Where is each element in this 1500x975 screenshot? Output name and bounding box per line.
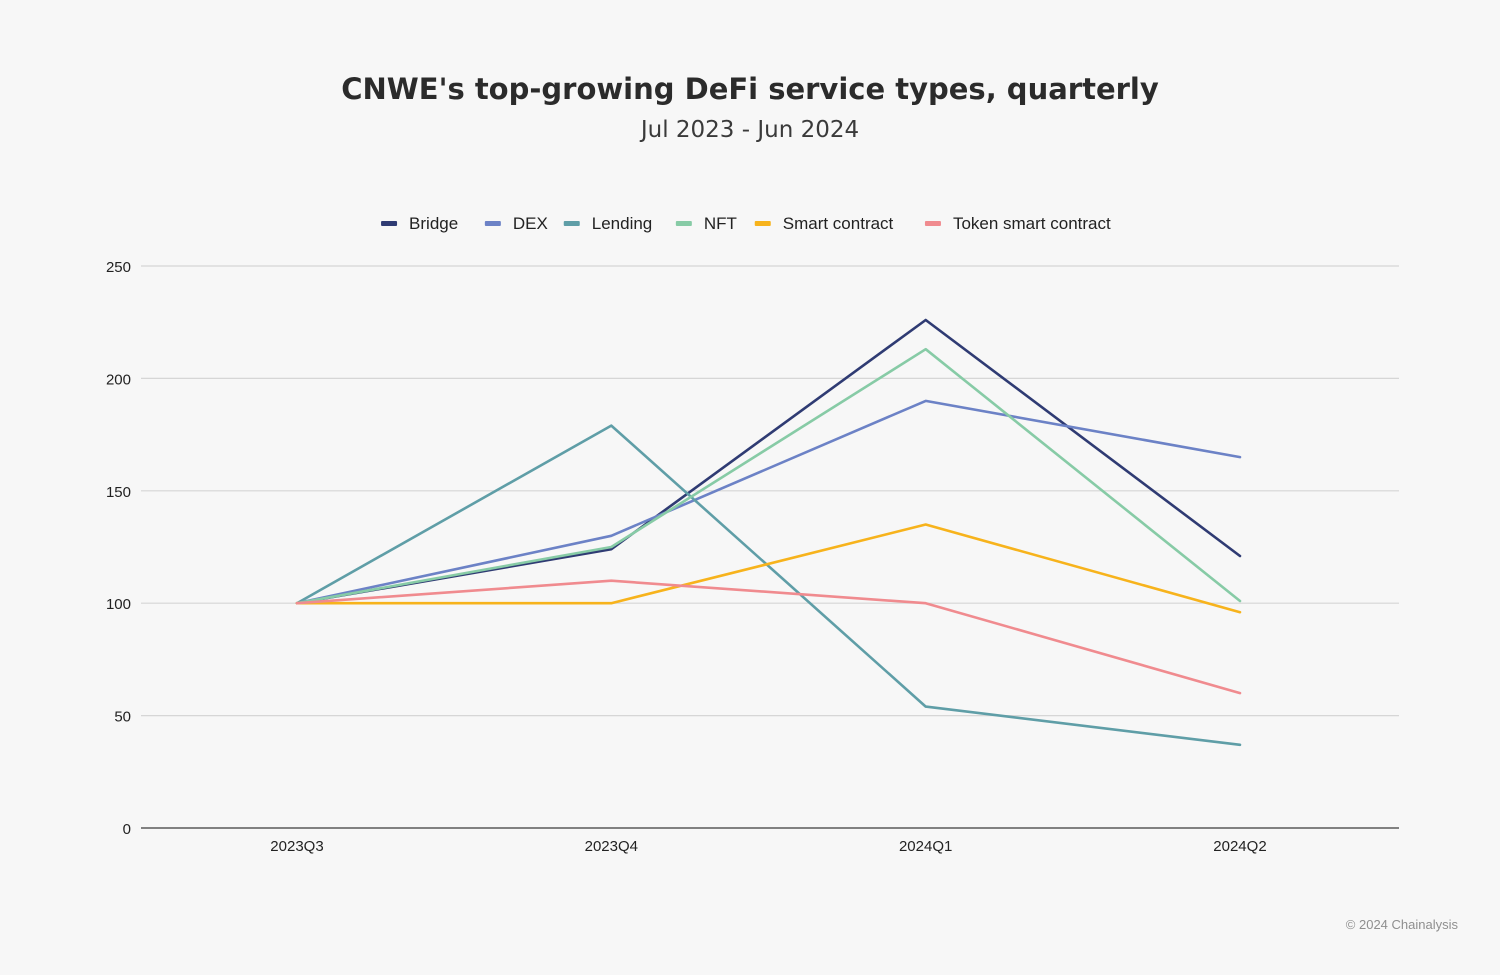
gridlines <box>141 265 1399 717</box>
y-tick-label: 50 <box>114 709 131 726</box>
x-axis: 2023Q3 2023Q4 2024Q1 2024Q2 <box>141 827 1399 855</box>
y-axis: 0 50 100 150 200 250 <box>106 259 131 838</box>
x-tick-label: 2024Q1 <box>899 838 952 855</box>
y-tick-label: 150 <box>106 484 131 501</box>
x-tick-label: 2024Q2 <box>1213 838 1266 855</box>
series-line-token-smart-contract <box>295 579 1242 695</box>
legend-item-nft: NFT <box>675 214 737 233</box>
legend-swatch <box>754 221 771 226</box>
series-lines <box>295 318 1242 747</box>
legend-label: NFT <box>704 214 737 233</box>
x-tick-label: 2023Q4 <box>585 838 638 855</box>
legend-item-token-smart-contract: Token smart contract <box>924 214 1111 233</box>
chart-title: CNWE's top-growing DeFi service types, q… <box>341 72 1159 106</box>
legend-item-lending: Lending <box>563 214 653 233</box>
legend-label: DEX <box>513 214 548 233</box>
legend-swatch <box>381 221 398 226</box>
legend-label: Smart contract <box>783 214 894 233</box>
legend-swatch <box>563 221 580 226</box>
legend-swatch <box>675 221 692 226</box>
legend-item-bridge: Bridge <box>381 214 458 233</box>
chart-subtitle: Jul 2023 - Jun 2024 <box>640 117 860 143</box>
y-tick-label: 200 <box>106 371 131 388</box>
legend-label: Token smart contract <box>953 214 1111 233</box>
y-tick-label: 0 <box>123 821 131 838</box>
legend-label: Lending <box>592 214 653 233</box>
legend: Bridge DEX Lending NFT Smart contract Token s… <box>381 214 1111 233</box>
series-line-nft <box>295 347 1242 605</box>
legend-swatch <box>484 221 501 226</box>
y-tick-label: 100 <box>106 596 131 613</box>
legend-label: Bridge <box>409 214 458 233</box>
series-line-bridge <box>295 318 1242 605</box>
legend-item-dex: DEX <box>484 214 548 233</box>
series-line-dex <box>295 399 1242 605</box>
x-tick-label: 2023Q3 <box>270 838 323 855</box>
series-line-smart-contract <box>295 523 1242 614</box>
y-tick-label: 250 <box>106 259 131 276</box>
copyright-credit: © 2024 Chainalysis <box>1345 917 1458 932</box>
legend-swatch <box>924 221 941 226</box>
series-line-lending <box>295 424 1242 747</box>
legend-item-smart-contract: Smart contract <box>754 214 894 233</box>
